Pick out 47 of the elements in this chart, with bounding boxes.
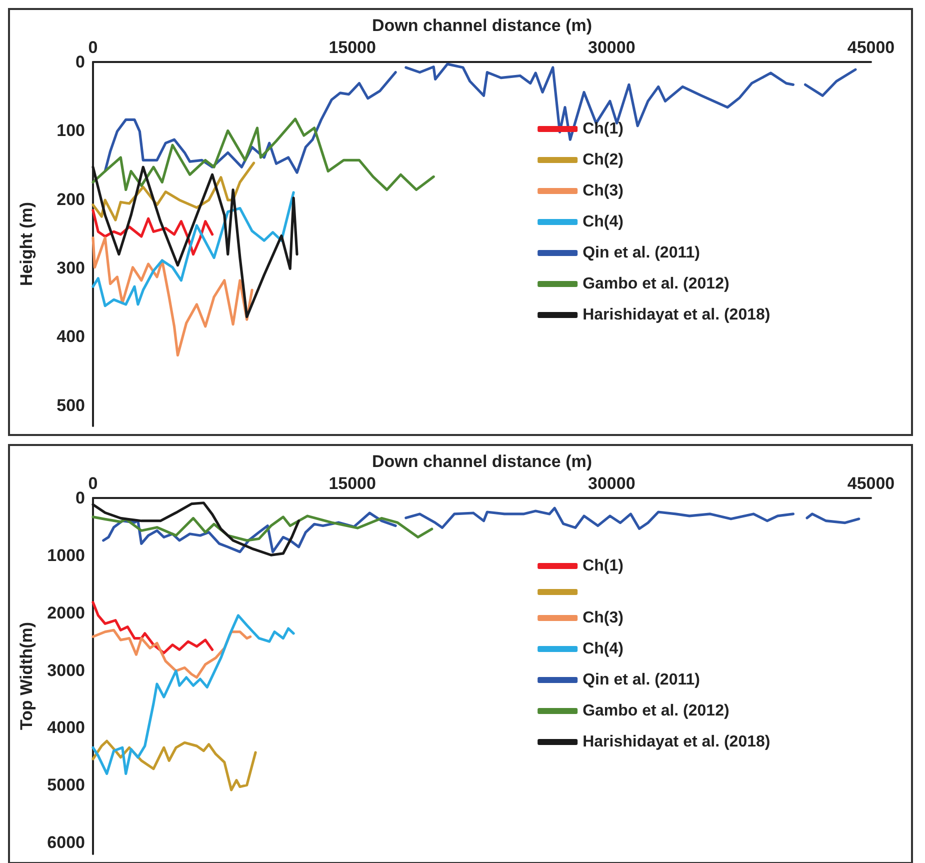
y-tick-label: 500 [56,396,85,415]
y-tick-label: 1000 [47,546,85,565]
line-series [92,209,214,256]
x-axis-title: Down channel distance (m) [372,16,592,35]
legend-label: Qin et al. (2011) [582,244,700,262]
legend-label: Ch(3) [582,610,624,626]
y-axis-title: Top Width(m) [17,622,36,730]
legend-label: Harishidayat et al. (2018) [582,734,770,750]
x-tick-label: 0 [88,38,98,57]
legend-label: Gambo et al. (2012) [582,276,730,292]
y-tick-label: 2000 [47,603,85,622]
line-series [92,614,295,775]
line-series [92,191,295,308]
legend-label: Ch(1) [582,120,624,138]
y-tick-label: 5000 [47,776,85,795]
x-tick-label: 15000 [328,38,376,57]
line-series [92,628,252,679]
y-tick-label: 0 [76,488,85,508]
legend-label: Ch(4) [582,214,624,230]
y-tick-label: 6000 [47,833,85,852]
y-tick-label: 400 [56,327,85,346]
line-series [92,118,435,192]
x-tick-label: 30000 [588,38,636,57]
x-tick-label: 30000 [588,474,636,493]
y-tick-label: 100 [56,121,85,140]
legend-label: Gambo et al. (2012) [582,702,730,720]
y-tick-label: 4000 [47,718,85,738]
x-axis-title: Down channel distance (m) [372,452,592,471]
line-series [92,514,434,542]
y-tick-label: 0 [76,52,85,72]
x-tick-label: 45000 [847,474,895,493]
legend-label: Ch(4) [582,640,624,658]
x-tick-label: 45000 [847,38,895,57]
y-tick-label: 300 [56,258,85,278]
legend-label: Ch(1) [582,558,624,574]
x-tick-label: 0 [88,474,98,493]
y-axis-title: Height (m) [17,202,36,286]
line-series [92,601,214,654]
line-series [92,236,254,357]
legend-label: Ch(3) [582,182,624,200]
x-tick-label: 15000 [328,474,376,493]
y-tick-label: 3000 [47,660,85,680]
line-series [92,740,257,792]
legend-label: Ch(2) [582,152,624,168]
legend-label: Harishidayat et al. (2018) [582,306,770,324]
legend-label: Qin et al. (2011) [582,672,700,688]
y-tick-label: 200 [56,190,85,209]
